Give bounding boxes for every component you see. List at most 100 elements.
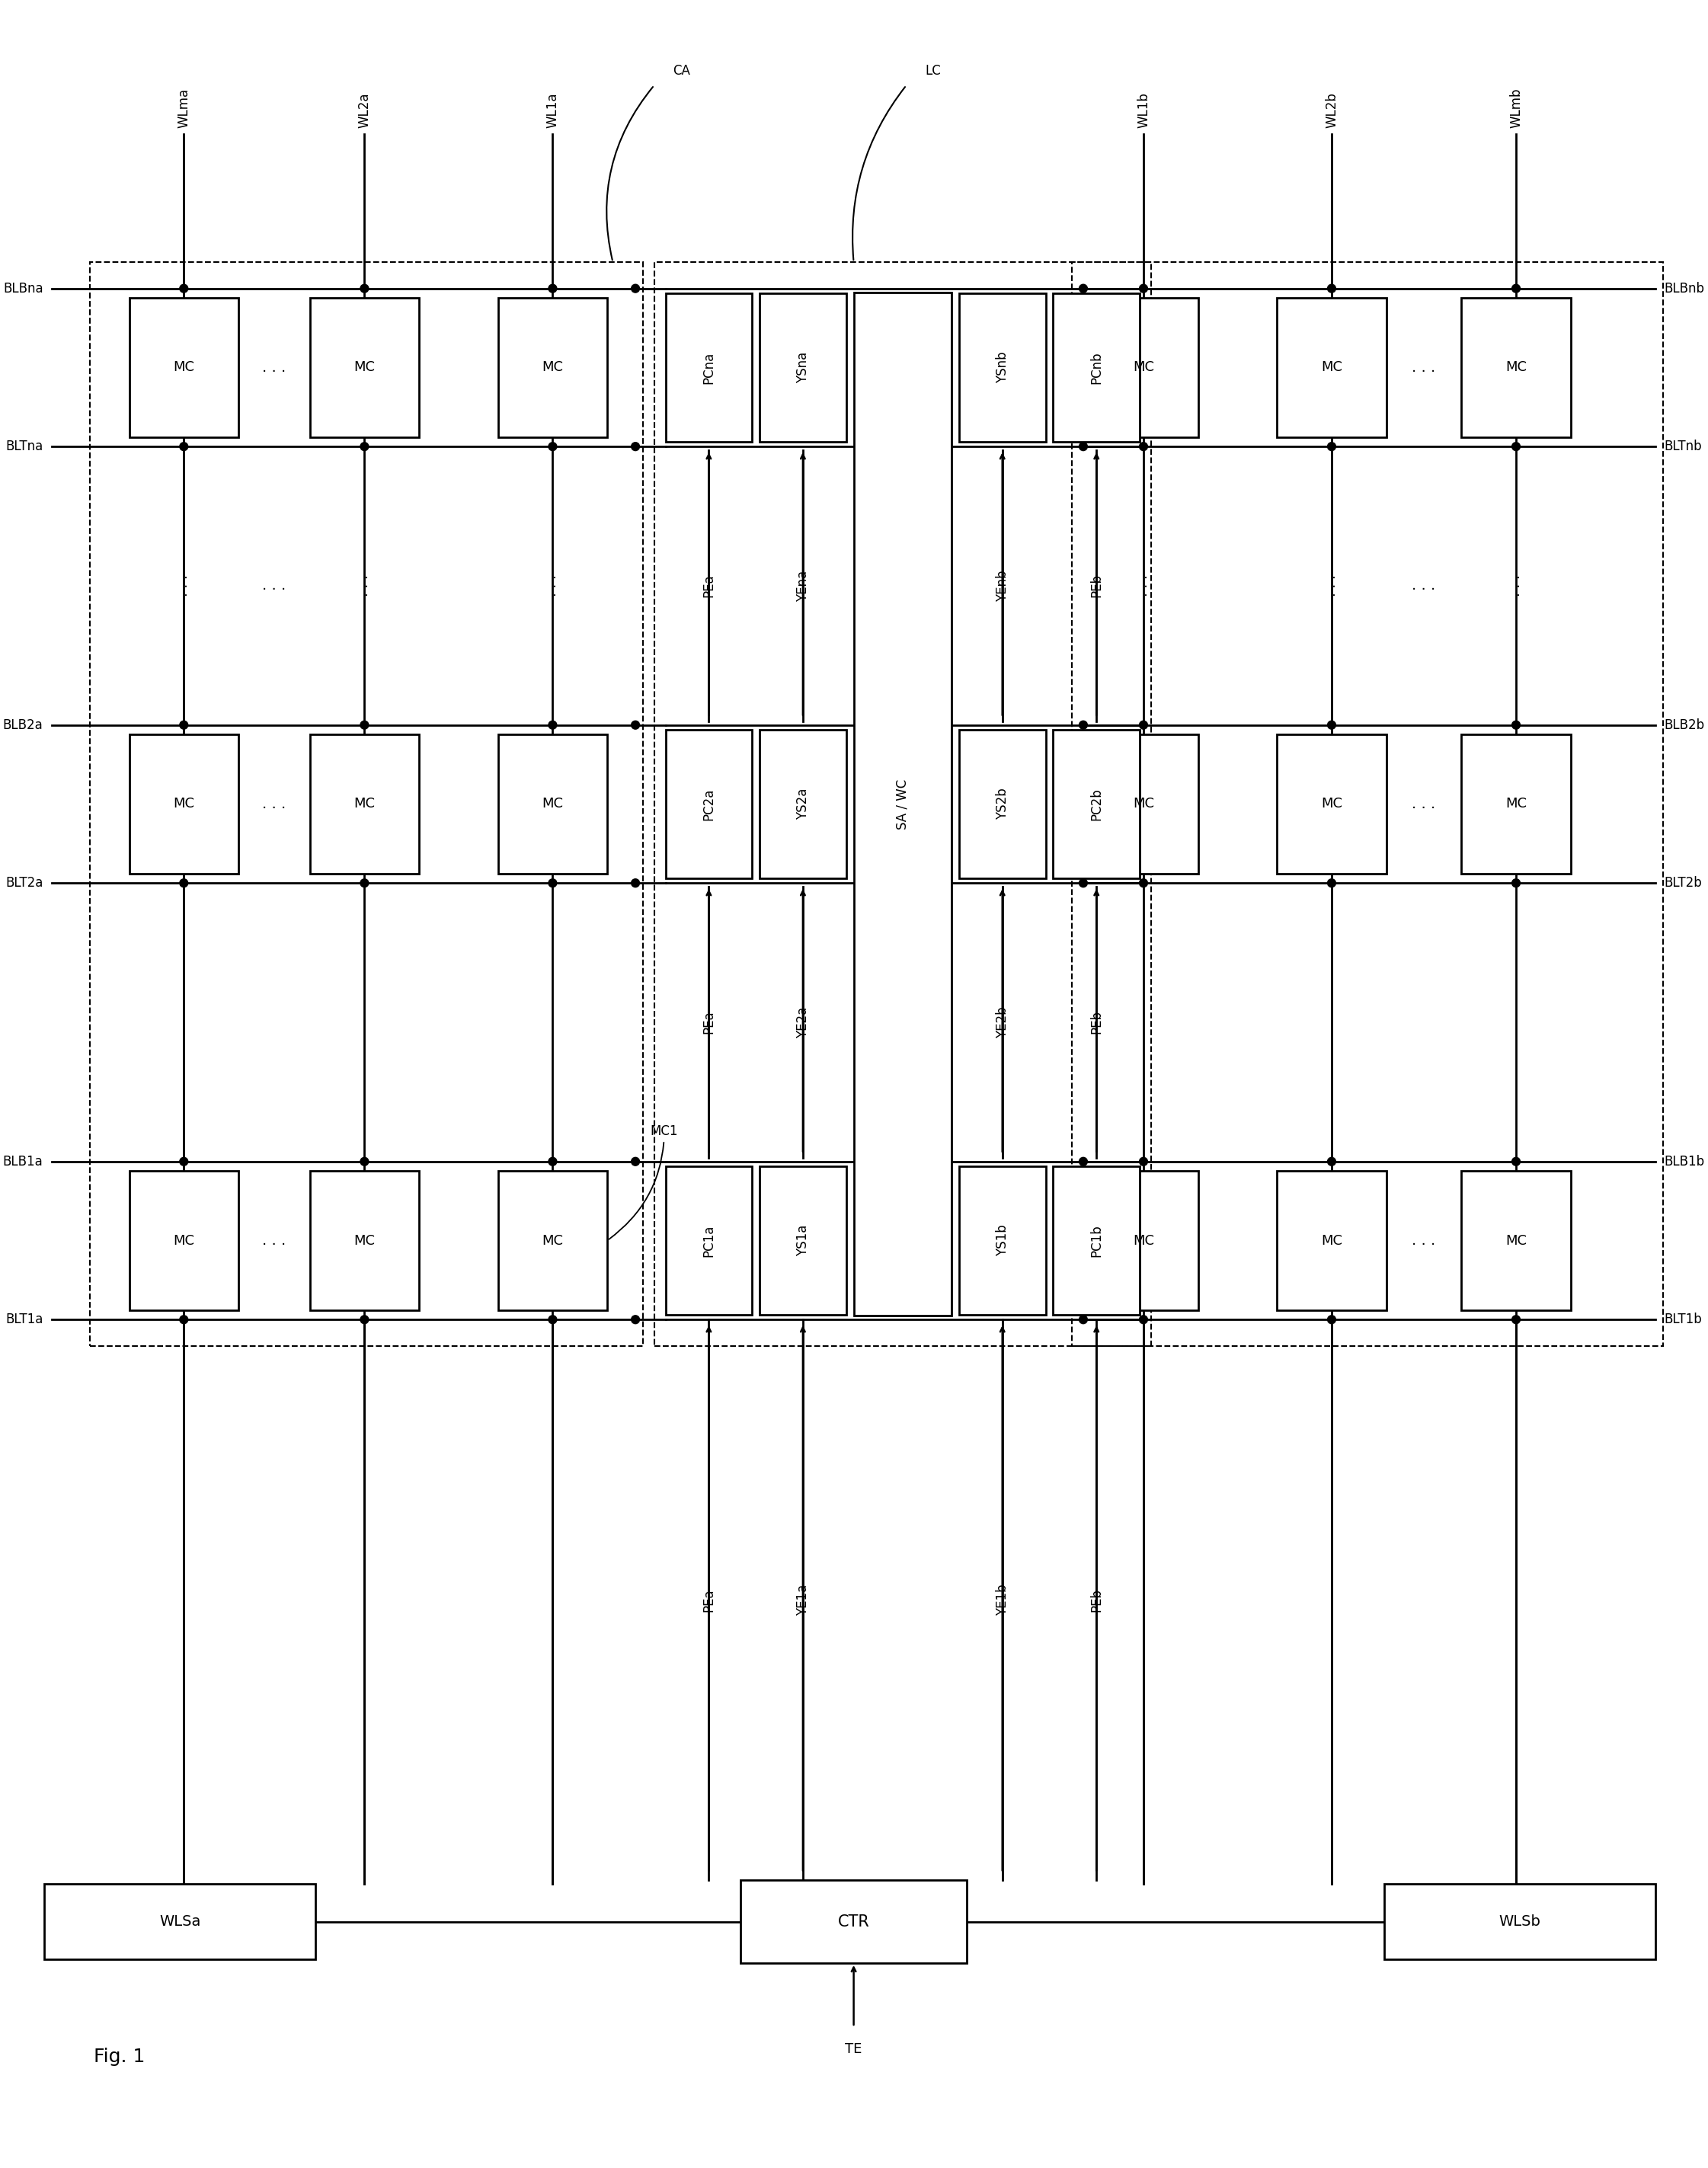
Text: YEnb: YEnb (996, 570, 1009, 601)
Text: PEb: PEb (1090, 1010, 1103, 1034)
Text: PEa: PEa (702, 1589, 716, 1611)
Text: BLTna: BLTna (5, 440, 43, 453)
Text: . . .: . . . (263, 360, 285, 375)
Text: MC: MC (1132, 360, 1155, 375)
Text: YS2b: YS2b (996, 789, 1009, 820)
Text: . . .: . . . (1413, 360, 1436, 375)
Text: BLT1b: BLT1b (1664, 1312, 1703, 1327)
Bar (44, 1884, 316, 1960)
Text: MC: MC (354, 1234, 376, 1247)
Circle shape (1327, 878, 1336, 887)
Text: MC: MC (1505, 360, 1527, 375)
Text: BLBna: BLBna (3, 282, 43, 295)
Circle shape (1139, 720, 1148, 728)
Circle shape (1079, 442, 1088, 451)
Text: MC: MC (354, 360, 376, 375)
Text: MC: MC (541, 360, 564, 375)
Text: . . .: . . . (1413, 1234, 1436, 1249)
Circle shape (1139, 1316, 1148, 1325)
Bar (960, 1166, 1045, 1316)
Bar (499, 735, 606, 874)
Bar (666, 728, 752, 878)
Circle shape (1327, 442, 1336, 451)
Text: . . .: . . . (1510, 575, 1524, 596)
Text: . . .: . . . (263, 798, 285, 811)
Text: PC1b: PC1b (1090, 1225, 1103, 1257)
Circle shape (1139, 878, 1148, 887)
Text: BLB2b: BLB2b (1664, 718, 1705, 733)
Circle shape (632, 1316, 639, 1325)
Text: PC2a: PC2a (702, 787, 716, 820)
Circle shape (1327, 1158, 1336, 1166)
Circle shape (360, 1158, 369, 1166)
Bar (499, 297, 606, 438)
Bar (1054, 728, 1139, 878)
Text: TE: TE (845, 2042, 863, 2055)
Circle shape (548, 878, 557, 887)
Text: BLTnb: BLTnb (1664, 440, 1703, 453)
Text: MC: MC (1132, 798, 1155, 811)
Circle shape (360, 442, 369, 451)
Text: YE2b: YE2b (996, 1006, 1009, 1038)
Bar (960, 293, 1045, 442)
Circle shape (1327, 720, 1336, 728)
Text: . . .: . . . (263, 579, 285, 594)
Text: BLBnb: BLBnb (1664, 282, 1705, 295)
Bar (1462, 1171, 1571, 1309)
Text: . . .: . . . (1413, 798, 1436, 811)
Bar (1090, 735, 1197, 874)
Text: MC: MC (1505, 798, 1527, 811)
Text: WL1a: WL1a (547, 93, 560, 128)
Text: BLT2a: BLT2a (5, 876, 43, 889)
Text: PEa: PEa (702, 1010, 716, 1034)
Text: Fig. 1: Fig. 1 (94, 2049, 145, 2066)
Text: LC: LC (926, 65, 941, 78)
Text: BLB1a: BLB1a (3, 1156, 43, 1169)
Circle shape (1139, 1158, 1148, 1166)
Bar (1383, 1884, 1655, 1960)
Circle shape (1139, 442, 1148, 451)
Circle shape (179, 1158, 188, 1166)
Bar (130, 1171, 239, 1309)
Text: PC2b: PC2b (1090, 787, 1103, 820)
Bar (1054, 1166, 1139, 1316)
Bar (854, 293, 951, 1316)
Circle shape (1079, 1158, 1088, 1166)
Circle shape (632, 720, 639, 728)
Bar (960, 728, 1045, 878)
Circle shape (1327, 1316, 1336, 1325)
Bar (130, 297, 239, 438)
Text: PEb: PEb (1090, 1589, 1103, 1611)
Text: . . .: . . . (263, 1234, 285, 1249)
Bar (1054, 293, 1139, 442)
Bar (760, 1166, 845, 1316)
Text: WLmb: WLmb (1510, 89, 1524, 128)
Circle shape (360, 284, 369, 293)
Circle shape (179, 442, 188, 451)
Text: PC1a: PC1a (702, 1225, 716, 1257)
Circle shape (548, 1158, 557, 1166)
Text: . . .: . . . (1136, 575, 1149, 596)
Bar (1278, 297, 1387, 438)
Bar (1073, 262, 1664, 1346)
Text: BLT1a: BLT1a (5, 1312, 43, 1327)
Text: WL2b: WL2b (1325, 93, 1339, 128)
Text: MC: MC (1320, 360, 1342, 375)
Circle shape (360, 1316, 369, 1325)
Circle shape (1079, 284, 1088, 293)
Text: WLSa: WLSa (159, 1914, 202, 1930)
Text: MC: MC (1320, 798, 1342, 811)
Circle shape (632, 284, 639, 293)
Circle shape (360, 720, 369, 728)
Text: PCnb: PCnb (1090, 351, 1103, 384)
Text: YE1a: YE1a (796, 1585, 810, 1615)
Text: YS1a: YS1a (796, 1225, 810, 1255)
Circle shape (179, 878, 188, 887)
Circle shape (179, 720, 188, 728)
Circle shape (1139, 284, 1148, 293)
Text: MC: MC (541, 798, 564, 811)
Text: PEa: PEa (702, 575, 716, 598)
Text: BLB1b: BLB1b (1664, 1156, 1705, 1169)
Text: MC1: MC1 (608, 1125, 678, 1240)
Circle shape (360, 878, 369, 887)
